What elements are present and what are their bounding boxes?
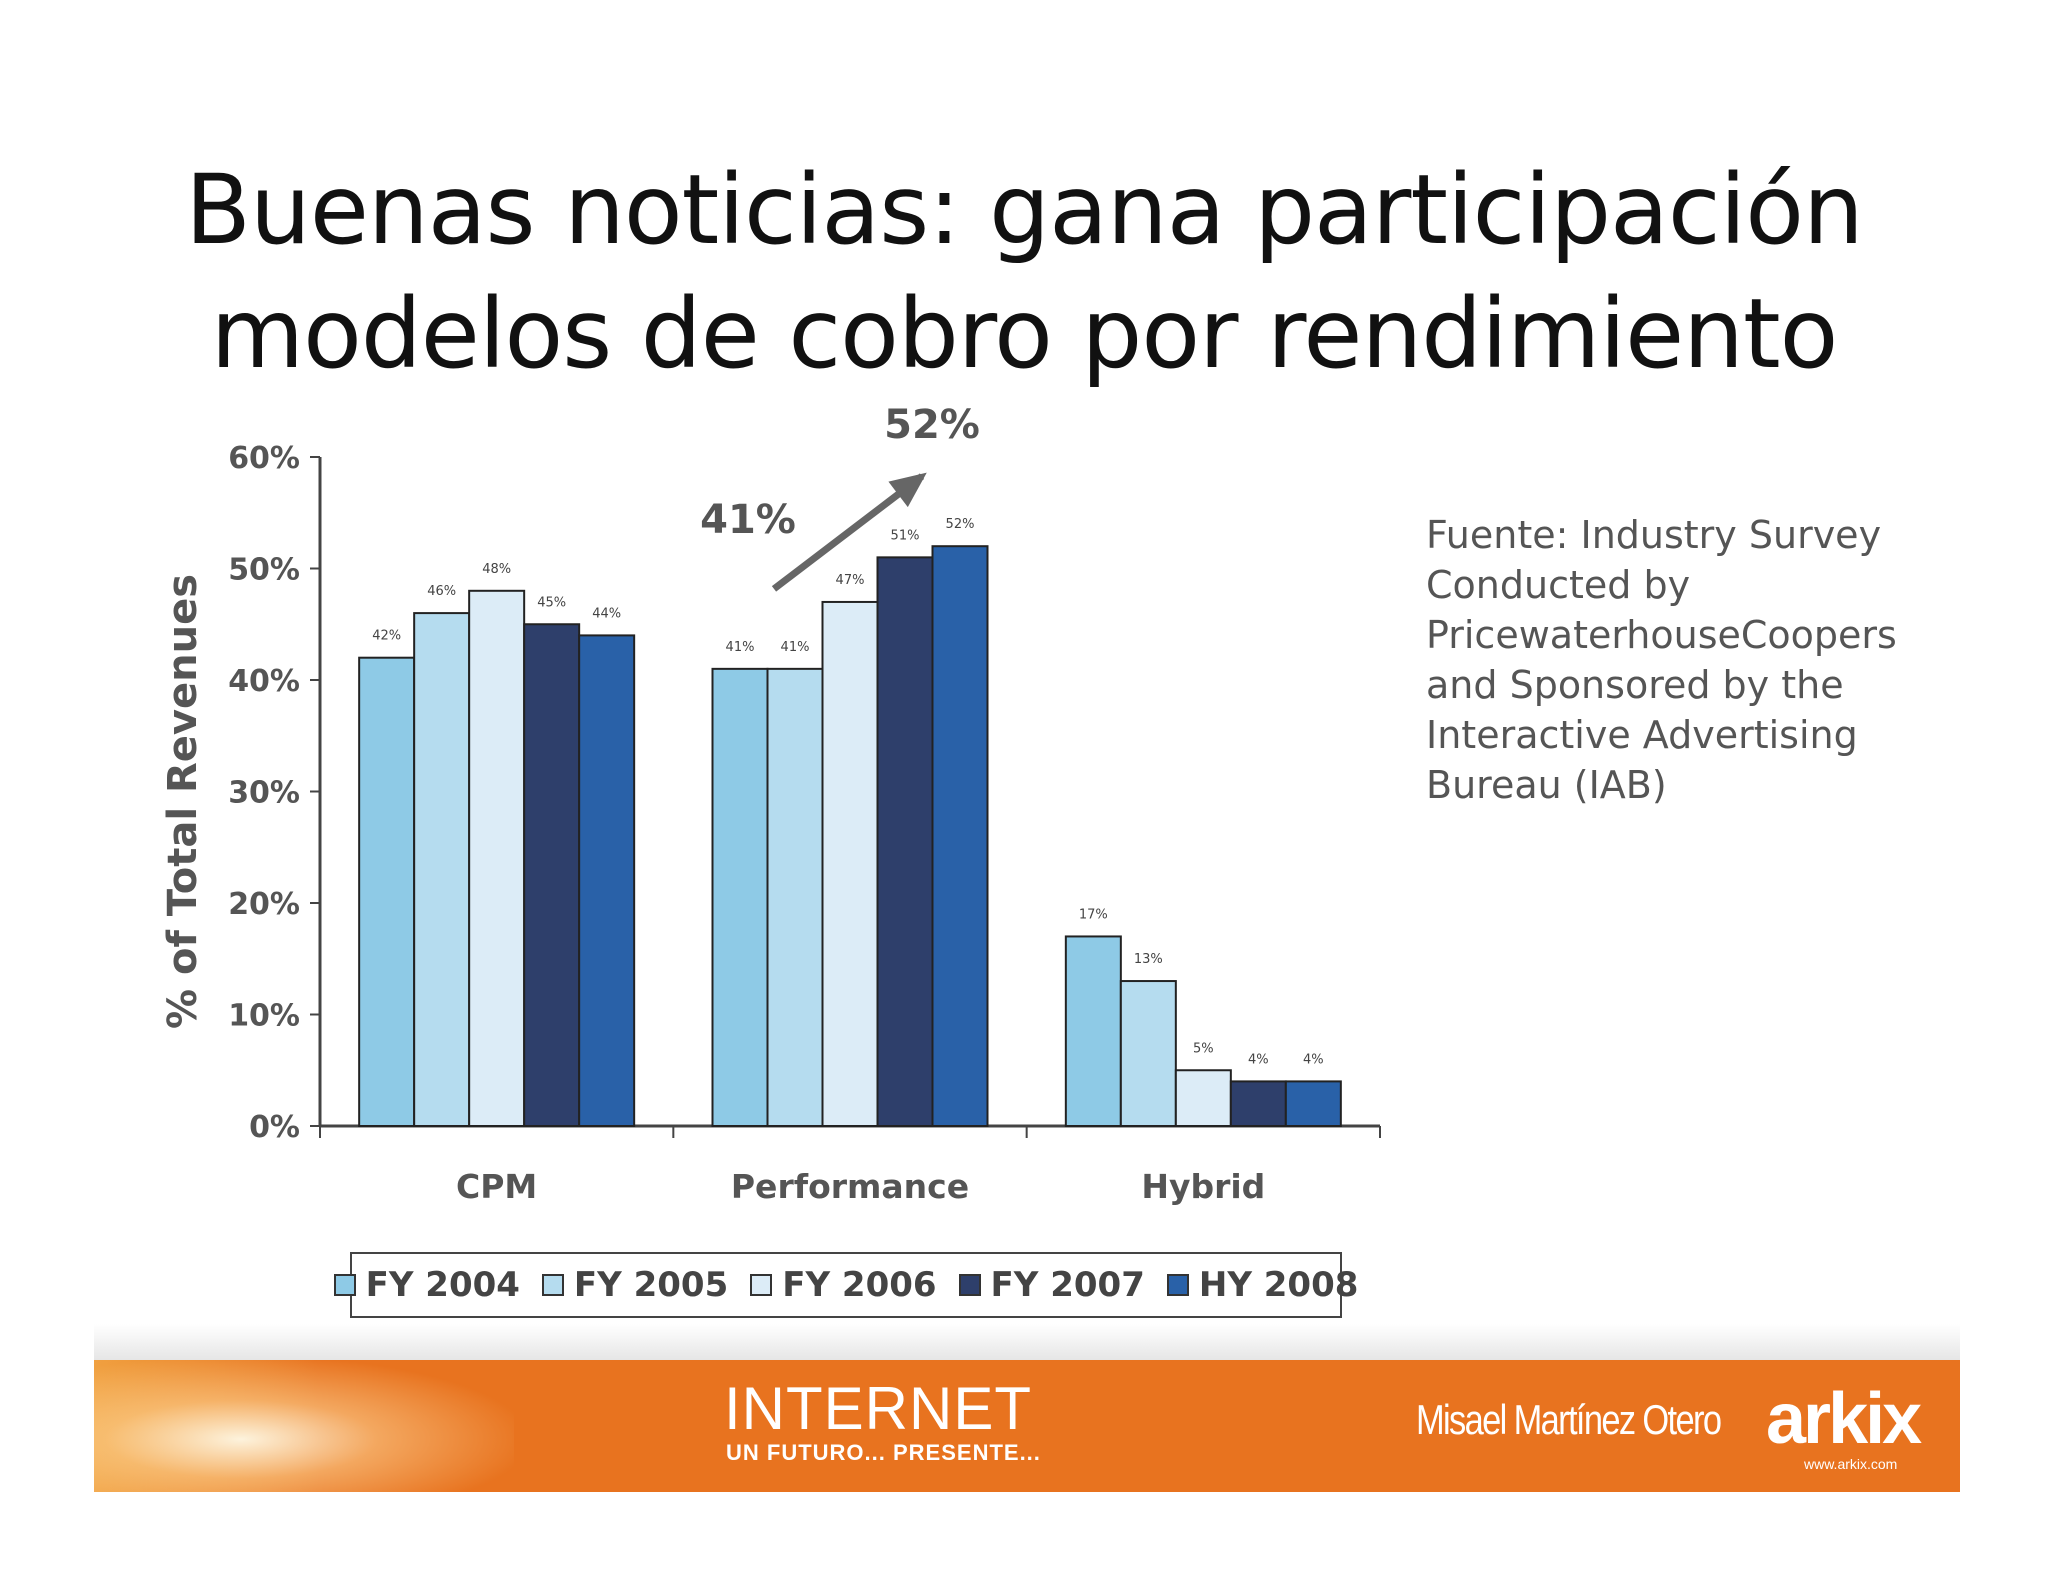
legend-label: FY 2006 <box>782 1265 937 1305</box>
footer-author: Misael Martínez Otero <box>1416 1396 1722 1443</box>
data-label: 13% <box>1134 952 1163 967</box>
footer-banner: INTERNET UN FUTURO... PRESENTE... Misael… <box>94 1360 1960 1492</box>
bar <box>1064 935 1122 1128</box>
legend-swatch <box>750 1274 773 1296</box>
bar <box>523 623 581 1127</box>
title-line-1: Buenas noticias: gana participación <box>185 154 1864 266</box>
legend-item: FY 2004 <box>333 1265 520 1305</box>
y-tick-label: 50% <box>228 553 300 588</box>
data-label: 5% <box>1193 1041 1214 1056</box>
legend-item: HY 2008 <box>1166 1265 1359 1305</box>
y-tick-label: 30% <box>228 776 300 811</box>
bar <box>358 656 416 1127</box>
data-label: 45% <box>537 595 566 610</box>
legend-item: FY 2005 <box>541 1265 729 1305</box>
bar <box>413 612 471 1127</box>
trend-start-label: 41% <box>700 497 796 543</box>
bar <box>711 667 769 1127</box>
legend-label: HY 2008 <box>1198 1265 1359 1305</box>
y-tick-label: 60% <box>228 441 300 476</box>
bar <box>766 667 824 1127</box>
bar <box>1229 1080 1287 1128</box>
bar <box>578 634 636 1128</box>
bar <box>1174 1069 1232 1127</box>
data-label: 41% <box>781 640 810 655</box>
footer-divider <box>94 1324 1960 1360</box>
y-tick-label: 20% <box>228 887 300 922</box>
legend-label: FY 2004 <box>365 1265 520 1305</box>
bar <box>468 589 526 1127</box>
y-tick-label: 40% <box>228 664 300 699</box>
legend-swatch <box>1166 1274 1189 1296</box>
legend-swatch <box>541 1274 564 1296</box>
data-label: 4% <box>1303 1052 1324 1067</box>
legend-label: FY 2007 <box>990 1265 1145 1305</box>
data-label: 52% <box>946 517 975 532</box>
x-category-label: Hybrid <box>1141 1167 1265 1206</box>
data-label: 47% <box>836 573 865 588</box>
legend-item: FY 2006 <box>750 1265 937 1305</box>
data-label: 4% <box>1248 1052 1269 1067</box>
legend-item: FY 2007 <box>958 1265 1145 1305</box>
title-line-2: modelos de cobro por rendimiento <box>210 278 1839 390</box>
data-label: 17% <box>1079 907 1108 922</box>
x-category-label: Performance <box>731 1167 969 1206</box>
bar <box>876 556 934 1127</box>
footer-brand: INTERNET <box>724 1375 1032 1442</box>
trend-end-label: 52% <box>884 402 980 448</box>
footer-url: www.arkix.com <box>1804 1456 1898 1472</box>
data-label: 51% <box>891 528 920 543</box>
footer-glow-decoration <box>94 1360 514 1492</box>
data-label: 44% <box>592 606 621 621</box>
footer-tagline: UN FUTURO... PRESENTE... <box>726 1440 1041 1465</box>
data-label: 41% <box>726 640 755 655</box>
legend-label: FY 2005 <box>573 1265 729 1305</box>
bar <box>1284 1080 1342 1128</box>
y-tick-label: 10% <box>228 999 300 1034</box>
bar <box>1119 980 1177 1127</box>
legend-swatch <box>333 1274 356 1296</box>
y-axis-label: % of Total Revenues <box>160 574 206 1029</box>
legend-swatch <box>958 1274 981 1296</box>
arkix-logo: arkix <box>1766 1379 1922 1459</box>
trend-arrow-shaft <box>771 473 925 592</box>
data-label: 48% <box>482 562 511 577</box>
y-tick-label: 0% <box>249 1110 300 1145</box>
source-note: Fuente: Industry Survey Conducted by Pri… <box>1426 513 1897 807</box>
data-label: 42% <box>372 629 401 644</box>
bar <box>931 545 989 1127</box>
data-label: 46% <box>427 584 456 599</box>
bar <box>821 600 879 1127</box>
slide-title: Buenas noticias: gana participación mode… <box>0 148 2048 396</box>
x-category-label: CPM <box>456 1167 537 1206</box>
trend-arrow-head <box>888 472 927 508</box>
chart-legend: FY 2004 FY 2005 FY 2006 FY 2007 HY 2008 <box>333 1252 1358 1318</box>
